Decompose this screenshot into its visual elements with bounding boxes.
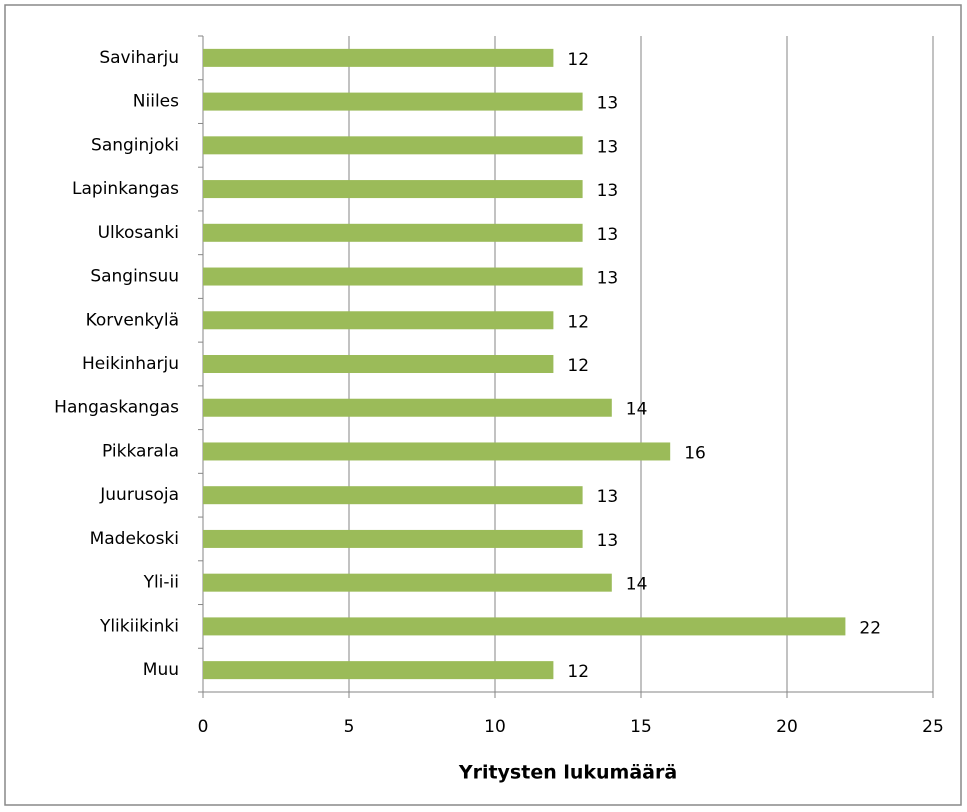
y-tick-label: Lapinkangas xyxy=(72,179,179,199)
value-label: 13 xyxy=(597,269,619,289)
x-axis-title: Yritysten lukumäärä xyxy=(458,762,677,784)
y-tick-label: Yli-ii xyxy=(143,573,179,593)
bar xyxy=(203,92,583,111)
value-label: 14 xyxy=(626,575,648,595)
value-label: 14 xyxy=(626,400,648,420)
value-label: 13 xyxy=(597,137,619,157)
value-label: 13 xyxy=(597,94,619,114)
bar xyxy=(203,486,583,505)
bar xyxy=(203,311,554,330)
bar xyxy=(203,617,846,636)
x-tick-label: 20 xyxy=(776,717,798,737)
x-tick-label: 10 xyxy=(484,717,506,737)
value-label: 13 xyxy=(597,225,619,245)
y-tick-label: Korvenkylä xyxy=(86,310,179,330)
value-label: 22 xyxy=(859,618,881,638)
y-tick-label: Ulkosanki xyxy=(98,223,179,243)
bar xyxy=(203,529,583,548)
y-tick-label: Sanginsuu xyxy=(90,267,179,287)
y-tick-label: Juurusoja xyxy=(99,485,179,505)
value-label: 12 xyxy=(567,356,589,376)
bar xyxy=(203,267,583,286)
x-tick-label: 25 xyxy=(922,717,944,737)
value-label: 13 xyxy=(597,531,619,551)
y-tick-label: Saviharju xyxy=(99,48,179,68)
bar xyxy=(203,180,583,199)
y-tick-label: Ylikiikinki xyxy=(99,616,179,636)
x-tick-label: 0 xyxy=(198,717,209,737)
bar xyxy=(203,442,671,461)
bar xyxy=(203,136,583,155)
bar xyxy=(203,573,612,592)
y-tick-label: Niiles xyxy=(133,92,179,112)
y-tick-label: Muu xyxy=(143,660,179,680)
x-tick-label: 15 xyxy=(630,717,652,737)
value-label: 13 xyxy=(597,487,619,507)
bar xyxy=(203,355,554,373)
y-tick-label: Sanginjoki xyxy=(91,135,179,155)
y-tick-label: Heikinharju xyxy=(82,354,179,374)
value-label: 13 xyxy=(597,181,619,201)
value-label: 12 xyxy=(567,50,589,70)
value-label: 12 xyxy=(567,662,589,682)
value-label: 16 xyxy=(684,443,706,463)
y-tick-label: Hangaskangas xyxy=(54,398,179,418)
bar xyxy=(203,48,554,67)
y-tick-label: Madekoski xyxy=(90,529,179,549)
bar xyxy=(203,223,583,242)
value-label: 12 xyxy=(567,312,589,332)
bar xyxy=(203,398,612,417)
bar xyxy=(203,661,554,680)
x-tick-label: 5 xyxy=(344,717,355,737)
y-tick-label: Pikkarala xyxy=(102,441,179,461)
